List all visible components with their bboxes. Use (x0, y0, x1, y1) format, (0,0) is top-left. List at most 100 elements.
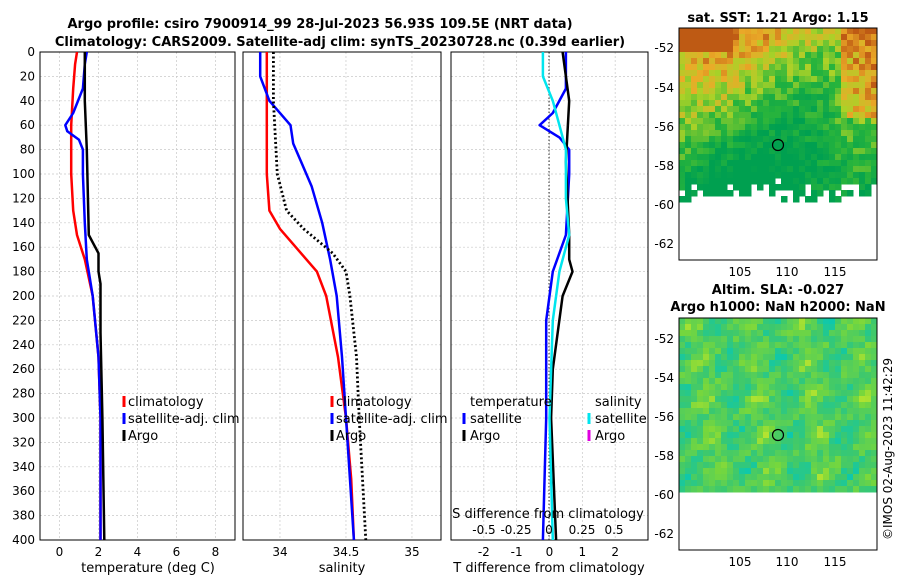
map-cell (757, 82, 764, 89)
map-cell (787, 148, 794, 155)
map-cell (739, 414, 746, 421)
map-cell (853, 396, 860, 403)
map-cell (829, 372, 836, 379)
map-cell (793, 432, 800, 439)
map-cell (697, 34, 704, 41)
map-cell (691, 124, 698, 131)
map-cell (793, 426, 800, 433)
map-cell (685, 190, 692, 197)
map-cell (775, 106, 782, 113)
map-cell (805, 154, 812, 161)
map-cell (733, 366, 740, 373)
map-cell (751, 354, 758, 361)
map-cell (805, 444, 812, 451)
map-cell (787, 94, 794, 101)
map-cell (763, 46, 770, 53)
map-cell (853, 342, 860, 349)
map-cell (727, 124, 734, 131)
map-cell (739, 160, 746, 167)
map-cell (685, 58, 692, 65)
map-cell (745, 190, 752, 197)
map-cell (763, 52, 770, 59)
map-cell (823, 342, 830, 349)
map-cell (763, 76, 770, 83)
legend-argo: Argo (128, 429, 158, 444)
map-cell (763, 462, 770, 469)
map-cell (781, 342, 788, 349)
map-cell (781, 82, 788, 89)
map-cell (715, 118, 722, 125)
map-cell (793, 166, 800, 173)
map-cell (799, 480, 806, 487)
map-cell (811, 330, 818, 337)
map-cell (769, 372, 776, 379)
map-cell (835, 480, 842, 487)
map-cell (781, 118, 788, 125)
map-cell (853, 100, 860, 107)
map-cell (865, 480, 872, 487)
map-cell (805, 468, 812, 475)
map-cell (709, 100, 716, 107)
map-cell (697, 136, 704, 143)
map-cell (799, 94, 806, 101)
map-cell (799, 486, 806, 493)
map-cell (763, 172, 770, 179)
sst-map-x-ticks: 105 110 115 (729, 265, 847, 279)
map-cell (865, 190, 872, 197)
map-cell (787, 154, 794, 161)
temperature-xlabel: temperature (deg C) (81, 561, 215, 576)
map-cell (871, 330, 877, 337)
map-cell (805, 462, 812, 469)
map-cell (775, 366, 782, 373)
map-cell (715, 34, 722, 41)
map-cell (763, 58, 770, 65)
map-cell (859, 384, 866, 391)
map-cell (853, 456, 860, 463)
map-cell (781, 420, 788, 427)
map-cell (709, 474, 716, 481)
sst-map-title: sat. SST: 1.21 Argo: 1.15 (687, 11, 868, 26)
map-cell (745, 142, 752, 149)
map-cell (769, 190, 776, 197)
map-cell (703, 118, 710, 125)
map-cell (799, 160, 806, 167)
map-cell (727, 426, 734, 433)
map-cell (793, 148, 800, 155)
map-cell (679, 70, 686, 77)
map-cell (787, 184, 794, 191)
map-cell (841, 64, 848, 71)
map-cell (859, 82, 866, 89)
map-cell (871, 342, 877, 349)
map-cell (781, 154, 788, 161)
map-cell (757, 348, 764, 355)
map-cell (703, 462, 710, 469)
map-cell (763, 142, 770, 149)
map-cell (709, 348, 716, 355)
x-tick-label: 1 (579, 545, 587, 559)
map-cell (763, 118, 770, 125)
map-cell (685, 184, 692, 191)
map-cell (751, 366, 758, 373)
map-cell (745, 474, 752, 481)
map-cell (859, 426, 866, 433)
map-cell (787, 76, 794, 83)
map-cell (775, 402, 782, 409)
map-cell (817, 396, 824, 403)
map-cell (823, 136, 830, 143)
map-cell (691, 190, 698, 197)
map-cell (799, 58, 806, 65)
map-cell (871, 172, 877, 179)
map-cell (871, 456, 877, 463)
map-cell (691, 76, 698, 83)
map-cell (841, 456, 848, 463)
map-cell (685, 348, 692, 355)
map-cell (871, 106, 877, 113)
map-y-tick: -60 (654, 198, 674, 212)
y-tick-label: 0 (27, 45, 35, 59)
map-cell (805, 94, 812, 101)
sst-map-image (679, 28, 877, 260)
map-cell (739, 366, 746, 373)
map-cell (751, 178, 758, 185)
map-cell (763, 178, 770, 185)
map-cell (871, 94, 877, 101)
